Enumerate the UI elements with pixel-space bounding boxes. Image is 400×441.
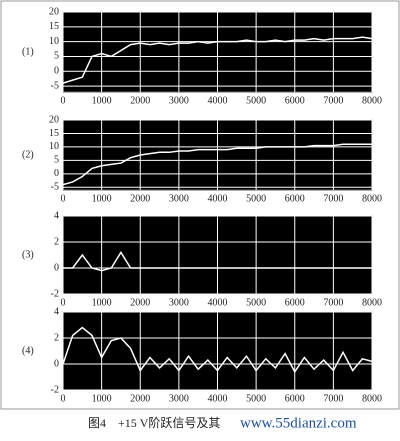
x-tick-label: 4000 [208, 393, 228, 404]
caption: 图4 +15 V阶跃信号及其 [88, 416, 220, 430]
x-tick-label: 6000 [285, 193, 305, 204]
x-tick-label: 0 [61, 95, 66, 106]
series-line [63, 250, 372, 272]
y-tick-label: 20 [49, 114, 59, 125]
x-tick-label: 7000 [323, 193, 343, 204]
y-tick-label: 0 [54, 358, 59, 369]
y-tick-label: 15 [49, 21, 59, 32]
x-tick-label: 6000 [285, 95, 305, 106]
y-tick-label: 0 [54, 262, 59, 273]
y-tick-label: 4 [54, 210, 59, 221]
y-tick-label: 15 [49, 128, 59, 139]
y-tick-label: -2 [51, 384, 59, 395]
x-tick-label: 4000 [208, 193, 228, 204]
y-tick-label: -5 [51, 80, 59, 91]
x-tick-label: 5000 [246, 95, 266, 106]
x-tick-label: 2000 [130, 95, 150, 106]
x-tick-label: 3000 [169, 95, 189, 106]
x-tick-label: 6000 [285, 393, 305, 404]
x-tick-label: 7000 [323, 95, 343, 106]
x-tick-label: 1000 [92, 95, 112, 106]
x-tick-label: 2000 [130, 393, 150, 404]
panel-label: (3) [22, 249, 34, 260]
panel-label: (4) [22, 345, 34, 356]
x-tick-label: 8000 [362, 95, 382, 106]
y-tick-label: 5 [54, 51, 59, 62]
x-tick-label: 1000 [92, 297, 112, 308]
y-tick-label: 5 [54, 155, 59, 166]
y-tick-label: 20 [49, 6, 59, 17]
x-tick-label: 4000 [208, 95, 228, 106]
x-tick-label: 5000 [246, 393, 266, 404]
x-tick-label: 5000 [246, 297, 266, 308]
x-tick-label: 7000 [323, 393, 343, 404]
x-tick-label: 3000 [169, 193, 189, 204]
series-line [62, 326, 373, 374]
x-tick-label: 0 [61, 297, 66, 308]
y-tick-label: -2 [51, 288, 59, 299]
series-line [62, 143, 372, 186]
x-tick-label: 2000 [130, 297, 150, 308]
x-tick-label: 7000 [323, 297, 343, 308]
panel-label: (2) [22, 149, 34, 160]
watermark: www.55dianzi.com [240, 415, 357, 431]
x-tick-label: 3000 [169, 297, 189, 308]
y-tick-label: 10 [49, 36, 59, 47]
x-tick-label: 8000 [362, 393, 382, 404]
x-tick-label: 5000 [246, 193, 266, 204]
x-tick-label: 8000 [362, 297, 382, 308]
x-tick-label: 8000 [362, 193, 382, 204]
panel-label: (1) [22, 46, 34, 57]
x-tick-label: 2000 [130, 193, 150, 204]
series-line [62, 36, 373, 84]
x-tick-label: 4000 [208, 297, 228, 308]
x-tick-label: 6000 [285, 297, 305, 308]
y-tick-label: 4 [54, 306, 59, 317]
y-tick-label: 2 [54, 332, 59, 343]
x-tick-label: 0 [61, 393, 66, 404]
y-tick-label: 0 [54, 66, 59, 77]
x-tick-label: 1000 [92, 393, 112, 404]
y-tick-label: 2 [54, 236, 59, 247]
y-tick-label: 10 [49, 141, 59, 152]
x-tick-label: 1000 [92, 193, 112, 204]
x-tick-label: 3000 [169, 393, 189, 404]
y-tick-label: -5 [51, 182, 59, 193]
x-tick-label: 0 [61, 193, 66, 204]
y-tick-label: 0 [54, 168, 59, 179]
